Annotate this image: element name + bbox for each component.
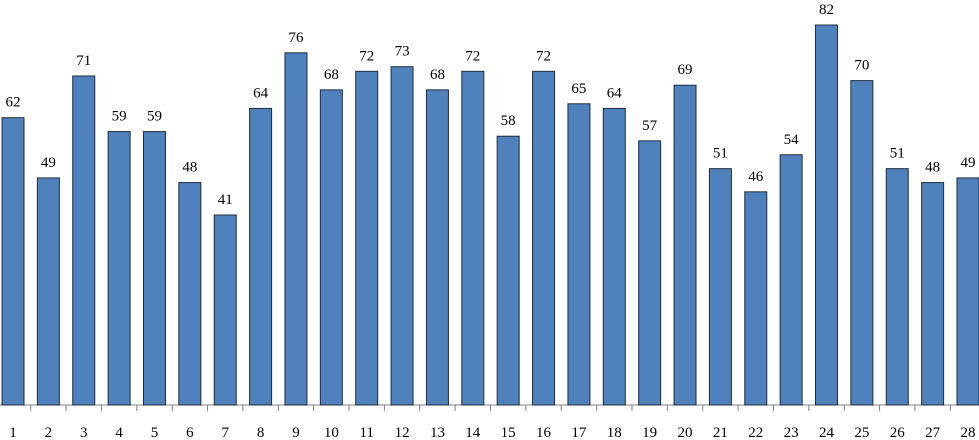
bar <box>213 214 237 406</box>
bar <box>107 131 131 406</box>
data-label: 82 <box>819 2 834 18</box>
bar <box>850 80 874 406</box>
x-tick-label: 13 <box>430 425 445 440</box>
x-tick-label: 7 <box>221 425 229 440</box>
data-label: 72 <box>465 48 480 64</box>
x-tick-label: 15 <box>501 425 516 440</box>
data-label: 64 <box>607 85 623 101</box>
data-label: 46 <box>748 169 764 185</box>
data-label: 68 <box>324 67 339 83</box>
bar <box>1 117 25 406</box>
bar <box>36 177 60 406</box>
bar <box>390 66 414 406</box>
data-label: 54 <box>784 132 800 148</box>
bar <box>319 89 343 406</box>
x-tick-label: 21 <box>713 425 728 440</box>
data-label: 58 <box>501 113 516 129</box>
x-tick-label: 22 <box>748 425 763 440</box>
data-label: 68 <box>430 67 445 83</box>
data-label: 71 <box>76 53 91 69</box>
x-tick-label: 8 <box>257 425 265 440</box>
data-label: 70 <box>854 58 869 74</box>
bar <box>425 89 449 406</box>
x-tick-label: 20 <box>678 425 693 440</box>
data-label: 48 <box>182 160 197 176</box>
bar <box>744 191 768 406</box>
bar <box>249 107 273 406</box>
bar <box>708 168 732 406</box>
bar <box>567 103 591 406</box>
bar <box>496 135 520 406</box>
x-tick-label: 12 <box>395 425 410 440</box>
bar <box>956 177 979 406</box>
bar <box>284 52 308 406</box>
bar <box>72 75 96 406</box>
x-tick-label: 26 <box>890 425 906 440</box>
x-tick-label: 19 <box>642 425 657 440</box>
bar <box>638 140 662 406</box>
bar <box>461 70 485 406</box>
x-tick-label: 3 <box>80 425 88 440</box>
bar <box>602 107 626 406</box>
x-tick-label: 2 <box>45 425 53 440</box>
x-tick-label: 27 <box>925 425 941 440</box>
x-tick-label: 18 <box>607 425 622 440</box>
bar <box>885 168 909 406</box>
bar <box>921 182 945 406</box>
bar <box>355 70 379 406</box>
data-label: 49 <box>41 155 56 171</box>
x-tick-label: 16 <box>536 425 552 440</box>
x-tick-label: 9 <box>292 425 300 440</box>
data-label: 69 <box>678 62 693 78</box>
data-label: 51 <box>713 146 728 162</box>
bar <box>178 182 202 406</box>
data-label: 41 <box>218 192 233 208</box>
x-tick-label: 23 <box>784 425 799 440</box>
data-label: 57 <box>642 118 658 134</box>
data-label: 72 <box>536 48 551 64</box>
data-label: 59 <box>112 109 127 125</box>
bar <box>142 131 166 406</box>
bar <box>532 70 556 406</box>
x-tick-label: 25 <box>854 425 869 440</box>
x-tick-label: 5 <box>151 425 159 440</box>
x-tick-label: 4 <box>115 425 123 440</box>
x-tick-label: 28 <box>960 425 975 440</box>
x-tick-label: 11 <box>359 425 373 440</box>
data-label: 51 <box>890 146 905 162</box>
x-tick-label: 6 <box>186 425 194 440</box>
x-tick-label: 1 <box>9 425 17 440</box>
data-label: 65 <box>571 81 586 97</box>
x-tick-label: 17 <box>571 425 587 440</box>
data-label: 59 <box>147 109 162 125</box>
data-label: 76 <box>288 30 304 46</box>
x-tick-label: 10 <box>324 425 339 440</box>
data-label: 62 <box>6 95 21 111</box>
x-tick-label: 24 <box>819 425 835 440</box>
data-label: 64 <box>253 85 269 101</box>
data-label: 72 <box>359 48 374 64</box>
x-tick-label: 14 <box>465 425 481 440</box>
data-label: 48 <box>925 160 940 176</box>
data-label: 73 <box>395 44 410 60</box>
bar <box>815 24 839 406</box>
bar <box>673 84 697 406</box>
data-label: 49 <box>960 155 975 171</box>
bar <box>779 154 803 406</box>
